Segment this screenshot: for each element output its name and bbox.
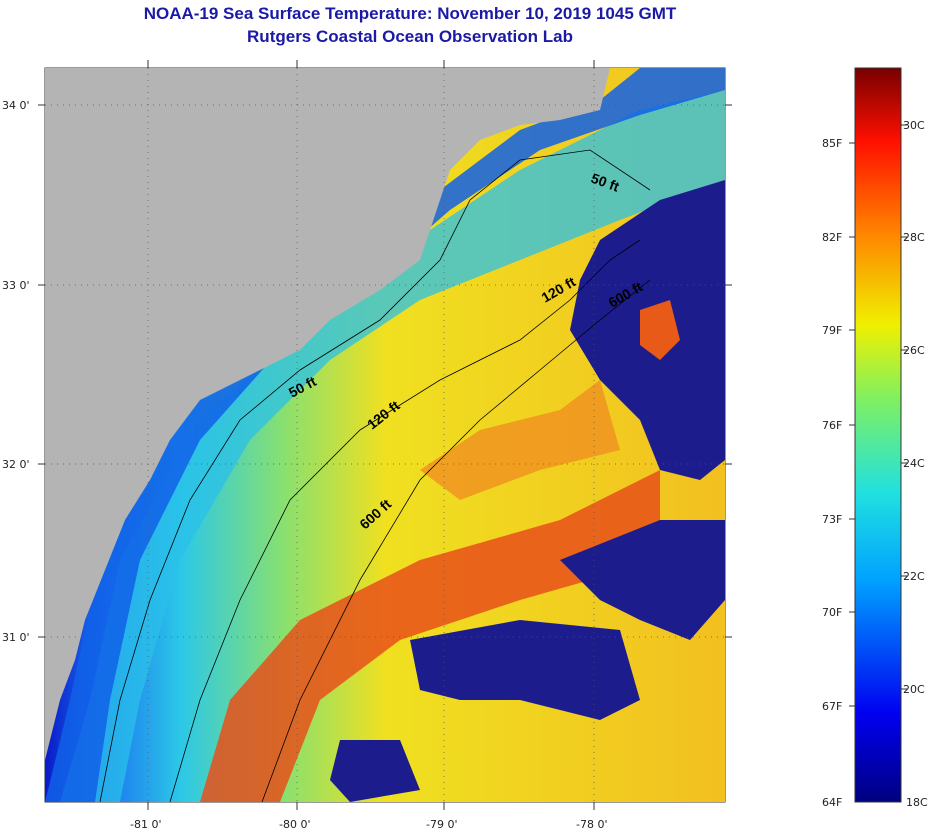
lon-label-78: -78 0': [576, 818, 608, 831]
cb-c-20: 20C: [903, 683, 925, 696]
cb-c-28: 28C: [903, 231, 925, 244]
cb-f-82: 82F: [822, 231, 842, 244]
lon-label-80: -80 0': [279, 818, 311, 831]
land: [45, 68, 610, 760]
lat-label-32: 32 0': [2, 458, 30, 471]
contour-120ft: [169, 239, 641, 802]
cloud-s2: [330, 740, 420, 802]
warm-eddy: [640, 300, 680, 360]
contour-600ft: [261, 279, 651, 802]
contour-50ft: [99, 149, 651, 802]
lat-label-31: 31 0': [2, 631, 30, 644]
cb-f-76: 76F: [822, 419, 842, 432]
cloud-se: [560, 520, 725, 640]
cb-f-85: 85F: [822, 137, 842, 150]
cb-c-30: 30C: [903, 119, 925, 132]
cb-f-67: 67F: [822, 700, 842, 713]
lon-label-81: -81 0': [130, 818, 162, 831]
cb-c-26: 26C: [903, 344, 925, 357]
cb-f-64: 64F: [822, 796, 842, 809]
gulf-stream-warm: [200, 470, 660, 802]
cb-f-79: 79F: [822, 324, 842, 337]
lon-label-79: -79 0': [426, 818, 458, 831]
colorbar: [854, 67, 902, 803]
cb-c-24: 24C: [903, 457, 925, 470]
warm-patch: [420, 380, 620, 500]
cb-c-18: 18C: [906, 796, 928, 809]
cb-f-73: 73F: [822, 513, 842, 526]
lat-label-34: 34 0': [2, 99, 30, 112]
map-subtitle: Rutgers Coastal Ocean Observation Lab: [247, 27, 573, 46]
nearshore-cold: [45, 68, 725, 802]
cb-f-70: 70F: [822, 606, 842, 619]
cb-c-22: 22C: [903, 570, 925, 583]
cloud-s: [410, 620, 640, 720]
map-title: NOAA-19 Sea Surface Temperature: Novembe…: [143, 4, 677, 23]
lat-label-33: 33 0': [2, 279, 30, 292]
